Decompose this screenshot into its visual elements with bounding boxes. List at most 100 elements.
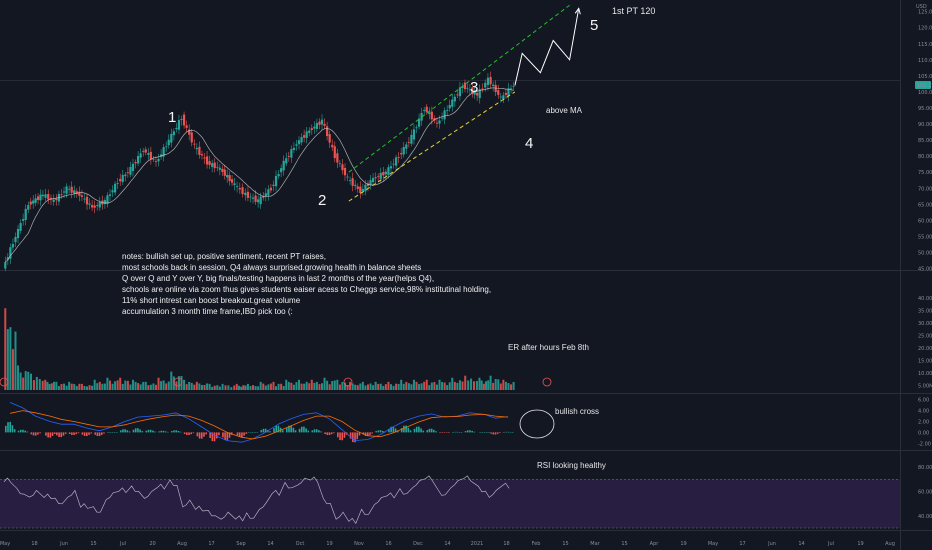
- macd-histogram-bar: [7, 422, 9, 433]
- candle-body: [24, 208, 27, 221]
- volume-bar: [80, 383, 83, 390]
- candle-body: [27, 205, 30, 210]
- candle-body: [509, 88, 513, 90]
- volume-bar: [162, 380, 165, 390]
- candle-body: [131, 163, 135, 171]
- candle-body: [400, 153, 403, 155]
- volume-bar: [41, 380, 44, 390]
- macd-histogram-bar: [298, 428, 301, 433]
- macd-histogram-bar: [485, 432, 488, 433]
- volume-bar: [402, 383, 405, 390]
- candle-body: [244, 192, 247, 196]
- volume-bar: [111, 383, 114, 390]
- volume-bar: [4, 308, 7, 390]
- macd-histogram-bar: [162, 430, 165, 433]
- candle-body: [230, 179, 234, 183]
- volume-bar: [11, 349, 14, 390]
- volume-bar: [480, 380, 483, 390]
- volume-bar: [269, 383, 272, 390]
- macd-histogram-bar: [349, 432, 352, 439]
- candle-body: [121, 174, 124, 182]
- macd-histogram-bar: [64, 432, 67, 434]
- candle-body: [193, 143, 196, 145]
- macd-histogram-bar: [456, 431, 458, 433]
- candle-body: [468, 89, 471, 91]
- candle-body: [195, 147, 198, 150]
- candle-body: [384, 171, 387, 175]
- candle-body: [440, 117, 444, 119]
- volume-bar: [446, 385, 449, 390]
- price-tick-label: 125.00: [918, 10, 932, 16]
- macd-histogram-bar: [452, 432, 454, 433]
- macd-histogram-bar: [511, 432, 514, 433]
- volume-bar: [354, 384, 357, 390]
- volume-bar: [407, 383, 410, 390]
- macd-histogram-bar: [469, 430, 471, 433]
- time-axis[interactable]: May 18 Jun 15 Jul 20 Aug 17 Sep 14 Oct 19 Nov 16 Dec 14…: [0, 541, 895, 547]
- macd-histogram-bar: [173, 430, 175, 433]
- macd-histogram-bar: [320, 431, 322, 433]
- candle-body: [52, 199, 55, 202]
- macd-histogram-bar: [32, 432, 35, 436]
- macd-histogram-bar: [186, 432, 188, 435]
- candle-body: [443, 110, 446, 120]
- volume-bar: [441, 382, 444, 390]
- volume-bar: [372, 385, 375, 390]
- candle-body: [405, 144, 408, 149]
- candle-body: [208, 161, 211, 165]
- macd-histogram-bar: [147, 429, 150, 433]
- projection-line: [514, 8, 580, 86]
- volume-bar: [272, 381, 275, 390]
- candle-body: [106, 195, 109, 205]
- macd-histogram-bar: [224, 432, 226, 441]
- candle-body: [11, 244, 15, 248]
- candle-body: [349, 180, 352, 181]
- macd-tick-label: 6.00: [918, 398, 929, 404]
- volume-bar: [208, 383, 211, 390]
- macd-histogram-bar: [167, 431, 169, 433]
- volume-bar: [395, 383, 398, 390]
- time-tick-label: 17: [208, 541, 214, 547]
- volume-bar: [152, 383, 155, 390]
- earnings-marker: [542, 377, 552, 387]
- candle-body: [83, 198, 86, 200]
- candle-body: [144, 149, 147, 153]
- macd-histogram-bar: [433, 429, 435, 433]
- price-tick-label: 55.00: [918, 234, 932, 240]
- time-tick-label: 18: [31, 541, 37, 547]
- macd-histogram-bar: [305, 428, 307, 433]
- price-axis[interactable]: 125.00 120.00 115.00 110.00 105.00 100.00 95.0…: [915, 4, 932, 520]
- candle-body: [300, 137, 303, 143]
- macd-histogram-bar: [160, 430, 163, 433]
- macd-histogram-bar: [352, 432, 354, 443]
- time-tick-label: Feb: [532, 541, 541, 547]
- macd-histogram-bar: [303, 426, 305, 433]
- volume-bar: [246, 383, 249, 390]
- volume-bar: [185, 384, 188, 390]
- macd-histogram-bar: [371, 432, 373, 434]
- macd-histogram-bar: [507, 431, 510, 433]
- candle-body: [177, 120, 181, 130]
- volume-bar: [114, 381, 117, 390]
- macd-histogram-bar: [448, 432, 450, 433]
- moving-average: [5, 87, 514, 263]
- price-tick-label: 105.00: [918, 74, 932, 80]
- macd-histogram-bar: [282, 430, 284, 433]
- candle-body: [320, 119, 324, 125]
- volume-bar: [244, 385, 247, 390]
- wave-label-5: 5: [590, 17, 598, 34]
- macd-histogram-bar: [60, 432, 63, 438]
- candle-body: [308, 130, 311, 133]
- macd-histogram-bar: [154, 431, 156, 433]
- currency-label: USD: [916, 4, 927, 10]
- time-tick-label: 14: [444, 541, 450, 547]
- note-line: most schools back in session, Q4 always …: [122, 263, 421, 272]
- candle-body: [456, 94, 459, 96]
- volume-bar: [259, 381, 262, 390]
- volume-bar: [405, 381, 408, 390]
- candle-body: [16, 228, 20, 239]
- volume-bar: [300, 383, 303, 390]
- note-line: Q over Q and Y over Y, big finals/testin…: [122, 274, 434, 283]
- price-tick-label: 65.00: [918, 202, 932, 208]
